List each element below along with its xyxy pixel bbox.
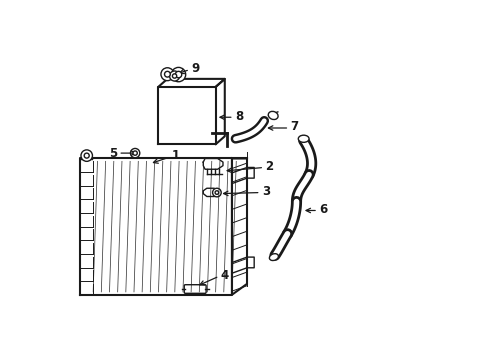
Text: 8: 8: [234, 110, 243, 123]
Circle shape: [171, 67, 185, 82]
Text: 5: 5: [109, 147, 117, 159]
Text: 2: 2: [265, 160, 273, 173]
Text: 3: 3: [261, 185, 269, 198]
Circle shape: [130, 148, 140, 158]
Ellipse shape: [268, 111, 278, 120]
Text: 9: 9: [191, 62, 199, 75]
Circle shape: [164, 71, 170, 77]
Text: 6: 6: [319, 203, 326, 216]
Circle shape: [175, 71, 182, 78]
Circle shape: [81, 150, 92, 161]
Circle shape: [212, 188, 221, 197]
Circle shape: [169, 71, 179, 81]
Text: 1: 1: [172, 149, 180, 162]
Text: 4: 4: [220, 269, 228, 282]
Ellipse shape: [298, 135, 308, 142]
Circle shape: [161, 68, 174, 81]
Text: 7: 7: [290, 121, 298, 134]
Circle shape: [172, 74, 176, 78]
Circle shape: [215, 191, 218, 194]
FancyBboxPatch shape: [184, 285, 206, 293]
Circle shape: [133, 151, 137, 155]
Ellipse shape: [269, 254, 278, 261]
Circle shape: [84, 153, 89, 158]
